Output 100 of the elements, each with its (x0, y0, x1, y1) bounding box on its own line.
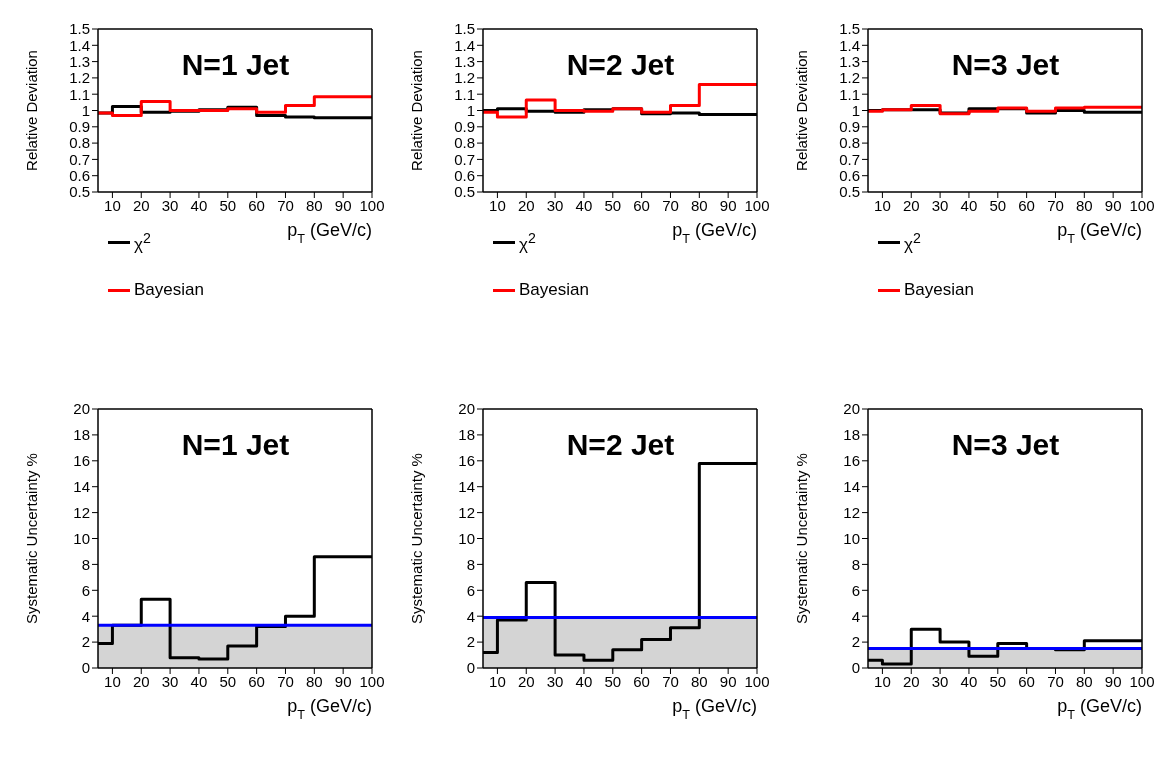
x-tick-label: 90 (334, 196, 352, 214)
y-tick-label: 1.3 (454, 52, 475, 70)
x-tick-label: 30 (931, 196, 949, 214)
y-tick-label: 18 (843, 426, 860, 444)
y-tick-label: 10 (843, 529, 860, 547)
y-tick-label: 1.5 (839, 20, 860, 38)
x-tick-label: 90 (719, 672, 737, 690)
y-tick-label: 2 (81, 633, 90, 651)
text: N=2 Jet (565, 48, 676, 82)
legend-label: χ$^{2}$ (904, 229, 921, 255)
y-tick-label: 1 (851, 101, 860, 119)
text: N=3 Jet (950, 48, 1061, 82)
y-tick-label: 0.7 (69, 150, 90, 168)
y-tick-label: 0.8 (454, 134, 475, 152)
y-tick-label: 16 (73, 452, 90, 470)
x-tick-label: 100 (1129, 196, 1155, 214)
x-tick-label: 40 (575, 672, 593, 690)
y-tick-label: 0.5 (839, 183, 860, 201)
y-tick-label: 8 (851, 555, 860, 573)
x-tick-label: 60 (1018, 196, 1035, 214)
y-tick-label: 20 (458, 400, 475, 418)
y-tick-label: 1 (466, 101, 475, 119)
x-tick-label: 70 (277, 196, 294, 214)
x-tick-label: 30 (161, 672, 179, 690)
y-tick-label: 1.2 (69, 69, 90, 87)
x-tick-label: 20 (132, 196, 150, 214)
x-axis-title: p$_{T}$ (GeV/c) (672, 220, 757, 246)
y-tick-label: 8 (466, 555, 475, 573)
y-tick-label: 1.2 (839, 69, 860, 87)
x-tick-label: 100 (359, 196, 385, 214)
x-tick-label: 30 (546, 672, 564, 690)
legend-label: Bayesian (904, 280, 974, 300)
x-tick-label: 60 (248, 672, 265, 690)
text: N=2 Jet (565, 428, 676, 462)
y-tick-label: 14 (73, 478, 90, 496)
x-tick-label: 40 (960, 672, 978, 690)
y-tick-label: 12 (73, 503, 90, 521)
text: N=1 Jet (180, 48, 291, 82)
x-tick-label: 40 (190, 672, 208, 690)
x-tick-label: 100 (744, 672, 770, 690)
y-tick-label: 1.1 (69, 85, 90, 103)
y-tick-label: 0 (81, 659, 90, 677)
text: N=1 Jet (180, 428, 291, 462)
x-tick-label: 100 (359, 672, 385, 690)
y-tick-label: 0.5 (69, 183, 90, 201)
x-tick-label: 80 (305, 196, 323, 214)
y-tick-label: 0.6 (839, 167, 860, 185)
y-tick-label: 12 (843, 503, 860, 521)
text: N=3 Jet (950, 428, 1061, 462)
x-tick-label: 10 (874, 672, 891, 690)
y-tick-label: 1.2 (454, 69, 475, 87)
y-tick-label: 20 (843, 400, 860, 418)
y-tick-label: 0 (851, 659, 860, 677)
y-tick-label: 1.5 (454, 20, 475, 38)
y-tick-label: 1.3 (69, 52, 90, 70)
y-tick-label: 18 (458, 426, 475, 444)
x-tick-label: 20 (902, 672, 920, 690)
y-tick-label: 12 (458, 503, 475, 521)
x-tick-label: 20 (517, 196, 535, 214)
x-tick-label: 90 (1104, 672, 1122, 690)
x-tick-label: 80 (305, 672, 323, 690)
x-tick-label: 10 (104, 196, 121, 214)
x-tick-label: 10 (489, 672, 506, 690)
x-axis-title: p$_{T}$ (GeV/c) (1057, 696, 1142, 722)
x-tick-label: 100 (744, 196, 770, 214)
y-tick-label: 0.9 (454, 118, 475, 136)
y-tick-label: 14 (843, 478, 860, 496)
y-tick-label: 0.5 (454, 183, 475, 201)
x-tick-label: 20 (517, 672, 535, 690)
y-tick-label: 1.1 (839, 85, 860, 103)
x-tick-label: 70 (662, 672, 679, 690)
y-tick-label: 1.3 (839, 52, 860, 70)
y-tick-label: 1.5 (69, 20, 90, 38)
x-axis-title: p$_{T}$ (GeV/c) (287, 696, 372, 722)
x-tick-label: 90 (1104, 196, 1122, 214)
y-tick-label: 0.6 (454, 167, 475, 185)
y-axis-title: Relative Deviation (23, 50, 41, 171)
x-tick-label: 60 (633, 196, 650, 214)
x-tick-label: 80 (690, 672, 708, 690)
x-tick-label: 10 (874, 196, 891, 214)
x-tick-label: 10 (104, 672, 121, 690)
y-tick-label: 0.8 (69, 134, 90, 152)
y-tick-label: 6 (81, 581, 90, 599)
y-tick-label: 6 (851, 581, 860, 599)
y-tick-label: 14 (458, 478, 475, 496)
y-tick-label: 2 (851, 633, 860, 651)
x-tick-label: 50 (604, 672, 622, 690)
y-tick-label: 0.7 (839, 150, 860, 168)
x-axis-title: p$_{T}$ (GeV/c) (1057, 220, 1142, 246)
x-tick-label: 100 (1129, 672, 1155, 690)
y-tick-label: 6 (466, 581, 475, 599)
legend-label: Bayesian (519, 280, 589, 300)
x-tick-label: 50 (989, 672, 1007, 690)
y-tick-label: 0.9 (69, 118, 90, 136)
y-tick-label: 4 (81, 607, 90, 625)
y-tick-label: 10 (73, 529, 90, 547)
y-tick-label: 2 (466, 633, 475, 651)
y-tick-label: 0.8 (839, 134, 860, 152)
x-tick-label: 70 (277, 672, 294, 690)
x-tick-label: 40 (960, 196, 978, 214)
